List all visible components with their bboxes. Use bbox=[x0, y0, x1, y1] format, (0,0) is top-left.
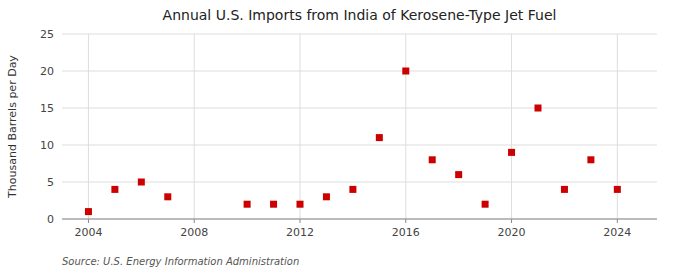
x-tick-label: 2020 bbox=[498, 226, 526, 239]
point bbox=[535, 105, 542, 112]
point bbox=[508, 149, 515, 156]
x-grid-line bbox=[88, 34, 89, 219]
x-tick-label: 2024 bbox=[603, 226, 631, 239]
y-grid-line bbox=[62, 34, 657, 35]
point bbox=[349, 186, 356, 193]
y-grid-line bbox=[62, 145, 657, 146]
x-tick-label: 2008 bbox=[180, 226, 208, 239]
chart-svg: Annual U.S. Imports from India of Kerose… bbox=[0, 0, 675, 275]
y-axis-label: Thousand Barrels per Day bbox=[6, 55, 19, 199]
point bbox=[323, 193, 330, 200]
x-grid-line bbox=[300, 34, 301, 219]
y-tick-label: 5 bbox=[47, 176, 54, 189]
point bbox=[270, 201, 277, 208]
y-tick-label: 0 bbox=[47, 213, 54, 226]
point bbox=[455, 171, 462, 178]
x-tick bbox=[617, 219, 618, 223]
y-tick-label: 10 bbox=[40, 139, 54, 152]
x-tick bbox=[88, 219, 89, 223]
y-grid-line bbox=[62, 219, 657, 220]
point bbox=[482, 201, 489, 208]
x-tick bbox=[300, 219, 301, 223]
point bbox=[85, 208, 92, 215]
chart-container: Annual U.S. Imports from India of Kerose… bbox=[0, 0, 675, 275]
y-tick-label: 25 bbox=[40, 28, 54, 41]
grid bbox=[62, 34, 657, 219]
point bbox=[376, 134, 383, 141]
point bbox=[561, 186, 568, 193]
y-grid-line bbox=[62, 108, 657, 109]
x-tick-label: 2004 bbox=[74, 226, 102, 239]
y-grid-line bbox=[62, 182, 657, 183]
x-tick-label: 2012 bbox=[286, 226, 314, 239]
point bbox=[138, 179, 145, 186]
point bbox=[164, 193, 171, 200]
x-tick bbox=[405, 219, 406, 223]
y-tick-label: 20 bbox=[40, 65, 54, 78]
point bbox=[244, 201, 251, 208]
x-grid-line bbox=[194, 34, 195, 219]
x-tick-label: 2016 bbox=[392, 226, 420, 239]
y-tick-label: 15 bbox=[40, 102, 54, 115]
x-grid-line bbox=[511, 34, 512, 219]
point bbox=[402, 68, 409, 75]
y-grid-line bbox=[62, 71, 657, 72]
point bbox=[429, 156, 436, 163]
x-tick bbox=[511, 219, 512, 223]
point bbox=[297, 201, 304, 208]
x-axis-line bbox=[62, 219, 657, 220]
point bbox=[587, 156, 594, 163]
points bbox=[85, 68, 621, 216]
x-grid-line bbox=[405, 34, 406, 219]
x-tick bbox=[194, 219, 195, 223]
title: Annual U.S. Imports from India of Kerose… bbox=[163, 7, 557, 23]
source-annotation: Source: U.S. Energy Information Administ… bbox=[62, 256, 299, 267]
point bbox=[111, 186, 118, 193]
point bbox=[614, 186, 621, 193]
